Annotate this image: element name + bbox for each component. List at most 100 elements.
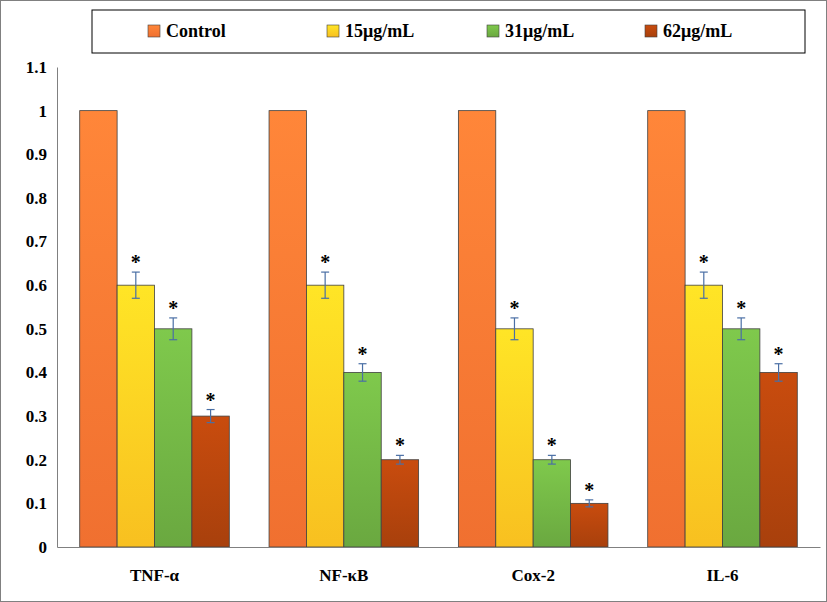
x-axis-line — [58, 547, 821, 548]
error-line — [399, 455, 400, 464]
legend-label: Control — [166, 21, 226, 41]
y-tick-label: 0.2 — [26, 451, 47, 470]
x-tick: TNF-α — [130, 547, 180, 585]
error-cap — [548, 463, 556, 464]
annotation: * — [168, 297, 178, 319]
bar — [571, 503, 608, 547]
error-line — [135, 272, 136, 298]
chart: ************00.10.20.30.40.50.60.70.80.9… — [0, 0, 827, 602]
annotation: * — [509, 297, 519, 319]
error-bar — [132, 272, 140, 298]
legend-swatch — [148, 25, 160, 37]
x-tick: NF-κB — [319, 547, 368, 585]
bar — [648, 111, 685, 547]
y-tick-label: 1 — [39, 102, 48, 121]
annotation: * — [774, 343, 784, 365]
y-tick: 0.9 — [26, 145, 57, 164]
bar — [381, 460, 418, 547]
annotation: * — [584, 479, 594, 501]
legend-swatch — [645, 25, 657, 37]
annotation: * — [131, 251, 141, 273]
legend: Control 15μg/mL 31μg/mL 62μg/mL — [92, 10, 805, 53]
legend-label: 62μg/mL — [663, 21, 732, 41]
y-tick-label: 0.8 — [26, 189, 47, 208]
error-cap — [359, 381, 367, 382]
bar — [533, 460, 570, 547]
x-tick-label: IL-6 — [706, 566, 738, 585]
y-tick-label: 0.9 — [26, 145, 47, 164]
error-cap — [510, 339, 518, 340]
bar — [80, 111, 117, 547]
error-line — [589, 500, 590, 507]
error-bar — [396, 455, 404, 464]
y-axis-line — [57, 68, 58, 548]
error-bar — [737, 318, 745, 340]
error-bar — [510, 318, 518, 340]
error-line — [362, 364, 363, 381]
error-line — [514, 318, 515, 340]
error-bar — [169, 318, 177, 340]
bar — [306, 285, 343, 547]
x-tick-label: TNF-α — [130, 566, 180, 585]
y-tick: 0.5 — [26, 320, 57, 339]
plot-area — [80, 111, 798, 547]
frame — [1, 1, 827, 602]
bar — [458, 111, 495, 547]
error-bar — [585, 500, 593, 507]
annotation: * — [206, 389, 216, 411]
x-tick: IL-6 — [706, 547, 738, 585]
legend-frame — [92, 10, 805, 53]
bar — [269, 111, 306, 547]
error-cap — [700, 298, 708, 299]
y-tick: 1.1 — [26, 58, 57, 77]
y-tick: 0.8 — [26, 189, 57, 208]
legend-swatch — [487, 25, 499, 37]
error-bar — [207, 410, 215, 423]
bar — [722, 329, 759, 547]
error-line — [325, 272, 326, 298]
bar — [155, 329, 192, 547]
y-tick: 0.1 — [26, 494, 57, 513]
legend-label: 31μg/mL — [505, 21, 574, 41]
legend-swatch — [327, 25, 339, 37]
x-tick-label: NF-κB — [319, 566, 368, 585]
error-bar — [775, 364, 783, 381]
error-line — [778, 364, 779, 381]
bar — [496, 329, 533, 547]
error-line — [741, 318, 742, 340]
annotation: * — [736, 297, 746, 319]
annotation: * — [395, 434, 405, 456]
annotation: * — [699, 251, 709, 273]
error-cap — [207, 422, 215, 423]
error-line — [210, 410, 211, 423]
legend-label: 15μg/mL — [345, 21, 414, 41]
error-cap — [775, 381, 783, 382]
error-cap — [169, 339, 177, 340]
y-tick-label: 0.5 — [26, 320, 47, 339]
y-axis: 00.10.20.30.40.50.60.70.80.911.1 — [26, 58, 58, 557]
annotation: * — [358, 343, 368, 365]
x-tick-label: Cox-2 — [511, 566, 554, 585]
y-tick-label: 0.1 — [26, 494, 47, 513]
y-tick: 0.6 — [26, 276, 57, 295]
legend-item: 15μg/mL — [327, 21, 414, 41]
y-tick: 0.7 — [26, 232, 57, 251]
error-line — [551, 455, 552, 464]
error-cap — [396, 463, 404, 464]
y-tick-label: 0 — [39, 538, 48, 557]
y-tick: 1 — [39, 102, 58, 121]
error-cap — [585, 506, 593, 507]
bar — [685, 285, 722, 547]
error-cap — [321, 298, 329, 299]
bar — [192, 416, 229, 547]
error-bar — [321, 272, 329, 298]
error-cap — [132, 298, 140, 299]
y-tick-label: 0.6 — [26, 276, 47, 295]
legend-item: 62μg/mL — [645, 21, 732, 41]
error-bar — [359, 364, 367, 381]
error-bar — [700, 272, 708, 298]
x-axis: TNF-α NF-κB Cox-2 IL-6 — [58, 547, 821, 585]
legend-item: Control — [148, 21, 226, 41]
y-tick-label: 0.7 — [26, 232, 48, 251]
bar — [117, 285, 154, 547]
